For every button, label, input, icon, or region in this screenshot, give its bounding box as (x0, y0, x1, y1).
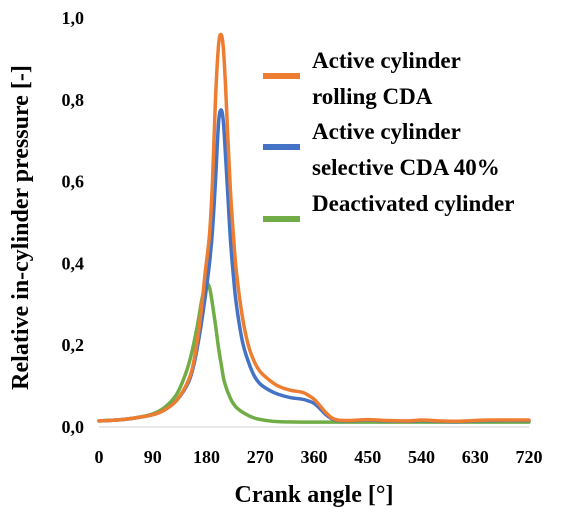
series-line-rolling-cda (97, 32, 531, 424)
y-tick-label: 0,4 (62, 253, 85, 273)
y-tick-label: 0,6 (62, 172, 85, 192)
legend-label: selective CDA 40% (312, 155, 500, 180)
y-tick-labels: 0,0 0,2 0,4 0,6 0,8 1,0 (62, 8, 85, 437)
x-tick-label: 630 (462, 447, 489, 467)
x-tick-label: 270 (247, 447, 274, 467)
y-axis-title: Relative in-cylinder pressure [-] (8, 65, 34, 390)
y-tick-label: 1,0 (62, 8, 85, 28)
y-tick-label: 0,2 (62, 335, 85, 355)
plot-lines (97, 32, 531, 424)
legend-label: Deactivated cylinder (312, 191, 514, 216)
x-tick-label: 90 (144, 447, 162, 467)
legend-label: Active cylinder (312, 48, 461, 73)
x-tick-label: 360 (301, 447, 328, 467)
legend-label: rolling CDA (312, 84, 433, 109)
x-tick-label: 180 (193, 447, 220, 467)
legend: Active cylinder rolling CDA Active cylinde… (263, 48, 514, 222)
y-tick-label: 0,8 (62, 90, 85, 110)
legend-label: Active cylinder (312, 119, 461, 144)
y-tick-label: 0,0 (62, 417, 85, 437)
x-axis-title: Crank angle [°] (235, 482, 394, 508)
x-tick-label: 540 (408, 447, 435, 467)
x-tick-label: 720 (516, 447, 543, 467)
x-tick-label: 450 (354, 447, 381, 467)
x-tick-labels: 0 90 180 270 360 450 540 630 720 (95, 447, 543, 467)
x-tick-label: 0 (95, 447, 104, 467)
series-line-deactivated (97, 281, 531, 424)
